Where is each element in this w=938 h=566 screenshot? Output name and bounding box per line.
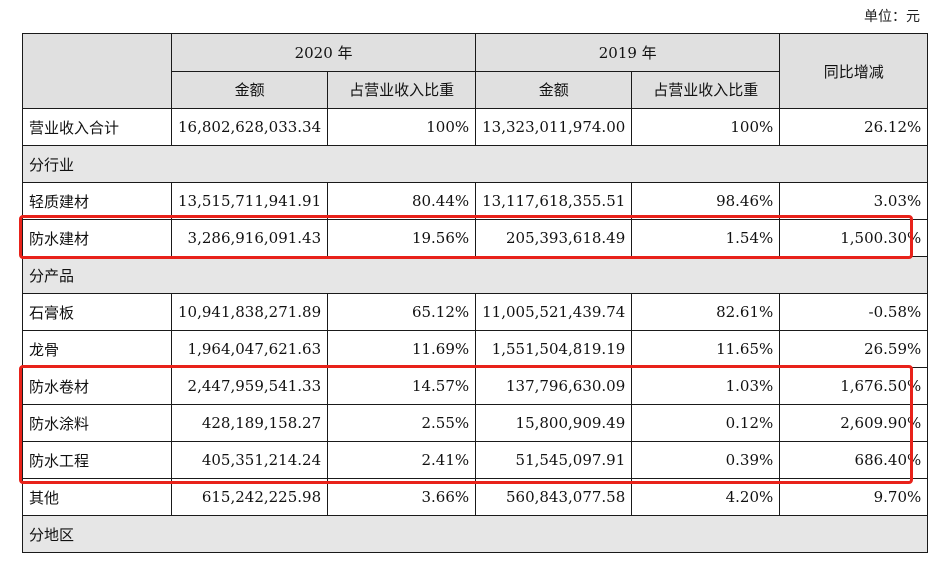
table-row: 防水卷材 2,447,959,541.33 14.57% 137,796,630… bbox=[22, 367, 929, 405]
ratio-2020: 100% bbox=[327, 108, 477, 146]
yoy-change: 1,500.30% bbox=[779, 219, 929, 257]
revenue-table: 2020 年 2019 年 同比增减 金额 占营业收入比重 金额 占营业收入比重… bbox=[21, 33, 929, 553]
ratio-2020: 14.57% bbox=[327, 367, 477, 405]
yoy-change: 3.03% bbox=[779, 182, 929, 220]
amount-2020: 405,351,214.24 bbox=[170, 441, 329, 479]
header-row-years: 2020 年 2019 年 同比增减 bbox=[22, 33, 929, 109]
amount-2019: 15,800,909.49 bbox=[475, 404, 633, 442]
table-row: 防水工程 405,351,214.24 2.41% 51,545,097.91 … bbox=[22, 441, 929, 479]
row-label: 轻质建材 bbox=[22, 182, 172, 220]
ratio-2019: 11.65% bbox=[631, 330, 781, 368]
ratio-2020: 3.66% bbox=[327, 478, 477, 516]
table-row: 防水涂料 428,189,158.27 2.55% 15,800,909.49 … bbox=[22, 404, 929, 442]
row-label: 其他 bbox=[22, 478, 172, 516]
section-row-product: 分产品 bbox=[21, 256, 929, 294]
amount-2019: 51,545,097.91 bbox=[475, 441, 633, 479]
amount-2020: 10,941,838,271.89 bbox=[170, 293, 329, 331]
row-label: 防水工程 bbox=[22, 441, 172, 479]
table-row: 防水建材 3,286,916,091.43 19.56% 205,393,618… bbox=[22, 219, 929, 257]
ratio-2020: 19.56% bbox=[327, 219, 477, 257]
amount-2020: 2,447,959,541.33 bbox=[170, 367, 329, 405]
header-year-2019: 2019 年 bbox=[475, 33, 781, 72]
ratio-2019: 1.54% bbox=[631, 219, 781, 257]
ratio-2020: 2.55% bbox=[327, 404, 477, 442]
yoy-change: 2,609.90% bbox=[779, 404, 929, 442]
row-label: 防水涂料 bbox=[22, 404, 172, 442]
amount-2020: 13,515,711,941.91 bbox=[170, 182, 329, 220]
ratio-2019: 82.61% bbox=[631, 293, 781, 331]
amount-2019: 137,796,630.09 bbox=[475, 367, 633, 405]
table-row: 其他 615,242,225.98 3.66% 560,843,077.58 4… bbox=[22, 478, 929, 516]
amount-2019: 13,117,618,355.51 bbox=[475, 182, 633, 220]
header-ratio-2020: 占营业收入比重 bbox=[327, 70, 477, 109]
ratio-2019: 98.46% bbox=[631, 182, 781, 220]
yoy-change: 26.12% bbox=[779, 108, 929, 146]
header-year-2020: 2020 年 bbox=[170, 33, 477, 72]
ratio-2019: 1.03% bbox=[631, 367, 781, 405]
ratio-2019: 0.39% bbox=[631, 441, 781, 479]
header-row-metrics: 金额 占营业收入比重 金额 占营业收入比重 bbox=[23, 70, 928, 109]
unit-label: 单位：元 bbox=[864, 9, 920, 25]
table-row: 轻质建材 13,515,711,941.91 80.44% 13,117,618… bbox=[22, 182, 929, 220]
row-label: 防水建材 bbox=[22, 219, 172, 257]
table-row-total: 营业收入合计 16,802,628,033.34 100% 13,323,011… bbox=[22, 108, 929, 146]
yoy-change: 686.40% bbox=[779, 441, 929, 479]
ratio-2020: 80.44% bbox=[327, 182, 477, 220]
table-row: 龙骨 1,964,047,621.63 11.69% 1,551,504,819… bbox=[22, 330, 929, 368]
amount-2019: 560,843,077.58 bbox=[475, 478, 633, 516]
section-row-region: 分地区 bbox=[21, 515, 929, 553]
amount-2019: 205,393,618.49 bbox=[475, 219, 633, 257]
section-label-region: 分地区 bbox=[21, 515, 929, 553]
amount-2020: 1,964,047,621.63 bbox=[170, 330, 329, 368]
ratio-2020: 2.41% bbox=[327, 441, 477, 479]
amount-2019: 13,323,011,974.00 bbox=[475, 108, 633, 146]
section-label-product: 分产品 bbox=[21, 256, 929, 294]
ratio-2020: 11.69% bbox=[327, 330, 477, 368]
ratio-2019: 0.12% bbox=[631, 404, 781, 442]
amount-2020: 3,286,916,091.43 bbox=[170, 219, 329, 257]
section-row-industry: 分行业 bbox=[21, 145, 929, 183]
amount-2019: 1,551,504,819.19 bbox=[475, 330, 633, 368]
row-label: 龙骨 bbox=[22, 330, 172, 368]
yoy-change: 26.59% bbox=[779, 330, 929, 368]
ratio-2019: 4.20% bbox=[631, 478, 781, 516]
row-label: 营业收入合计 bbox=[22, 108, 172, 146]
yoy-change: 9.70% bbox=[779, 478, 929, 516]
yoy-change: 1,676.50% bbox=[779, 367, 929, 405]
amount-2020: 428,189,158.27 bbox=[170, 404, 329, 442]
ratio-2019: 100% bbox=[631, 108, 781, 146]
section-label-industry: 分行业 bbox=[21, 145, 929, 183]
yoy-change: -0.58% bbox=[779, 293, 929, 331]
header-amount-2020: 金额 bbox=[170, 70, 329, 109]
row-label: 石膏板 bbox=[22, 293, 172, 331]
table-row: 石膏板 10,941,838,271.89 65.12% 11,005,521,… bbox=[22, 293, 929, 331]
row-label: 防水卷材 bbox=[22, 367, 172, 405]
header-blank bbox=[22, 33, 172, 109]
header-amount-2019: 金额 bbox=[475, 70, 633, 109]
ratio-2020: 65.12% bbox=[327, 293, 477, 331]
amount-2020: 16,802,628,033.34 bbox=[170, 108, 329, 146]
amount-2020: 615,242,225.98 bbox=[170, 478, 329, 516]
header-ratio-2019: 占营业收入比重 bbox=[631, 70, 781, 109]
header-yoy: 同比增减 bbox=[779, 33, 929, 109]
amount-2019: 11,005,521,439.74 bbox=[475, 293, 633, 331]
